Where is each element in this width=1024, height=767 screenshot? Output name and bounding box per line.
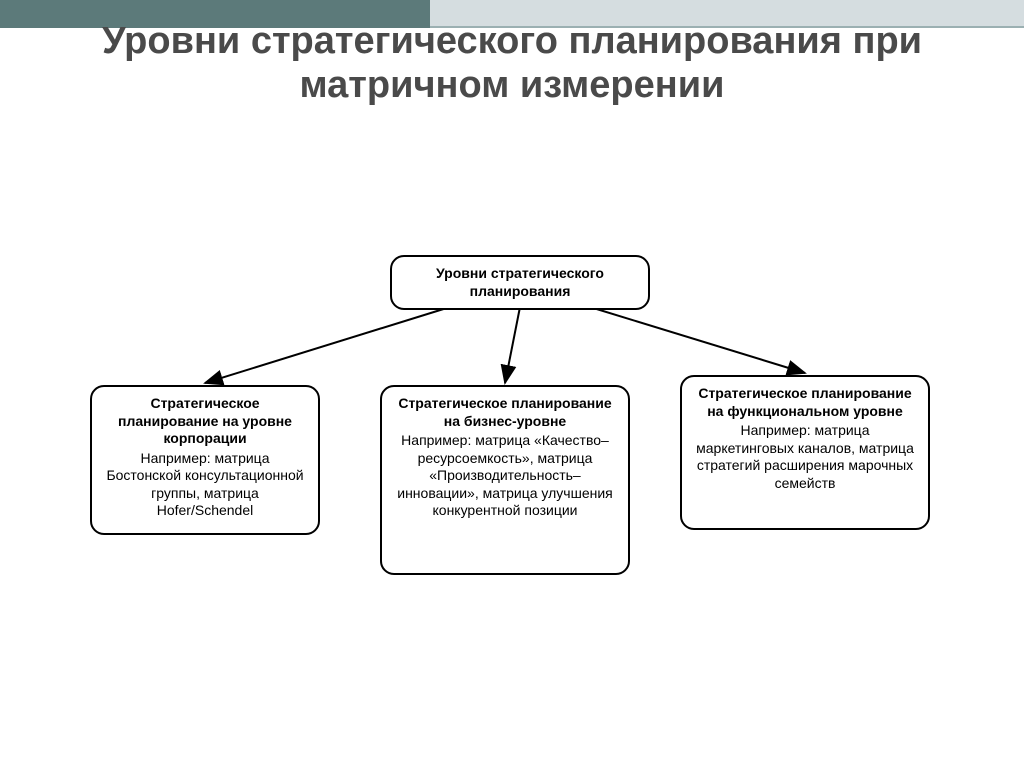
diagram-root-node: Уровни стратегического планирования: [390, 255, 650, 310]
diagram-container: Уровни стратегического планирования Стра…: [0, 255, 1024, 705]
diagram-child-node: Стратегическое планирование на функциона…: [680, 375, 930, 530]
diagram-child-body: Например: матрица «Качество–ресурсоемкос…: [392, 432, 618, 520]
slide-title: Уровни стратегического планирования при …: [0, 20, 1024, 107]
diagram-root-title: Уровни стратегического планирования: [402, 265, 638, 300]
diagram-child-body: Например: матрица Бостонской консультаци…: [102, 450, 308, 520]
diagram-child-title: Стратегическое планирование на уровне ко…: [102, 395, 308, 448]
diagram-child-title: Стратегическое планирование на функциона…: [692, 385, 918, 420]
diagram-child-node: Стратегическое планирование на бизнес-ур…: [380, 385, 630, 575]
diagram-child-node: Стратегическое планирование на уровне ко…: [90, 385, 320, 535]
diagram-child-body: Например: матрица маркетинговых каналов,…: [692, 422, 918, 492]
diagram-child-title: Стратегическое планирование на бизнес-ур…: [392, 395, 618, 430]
